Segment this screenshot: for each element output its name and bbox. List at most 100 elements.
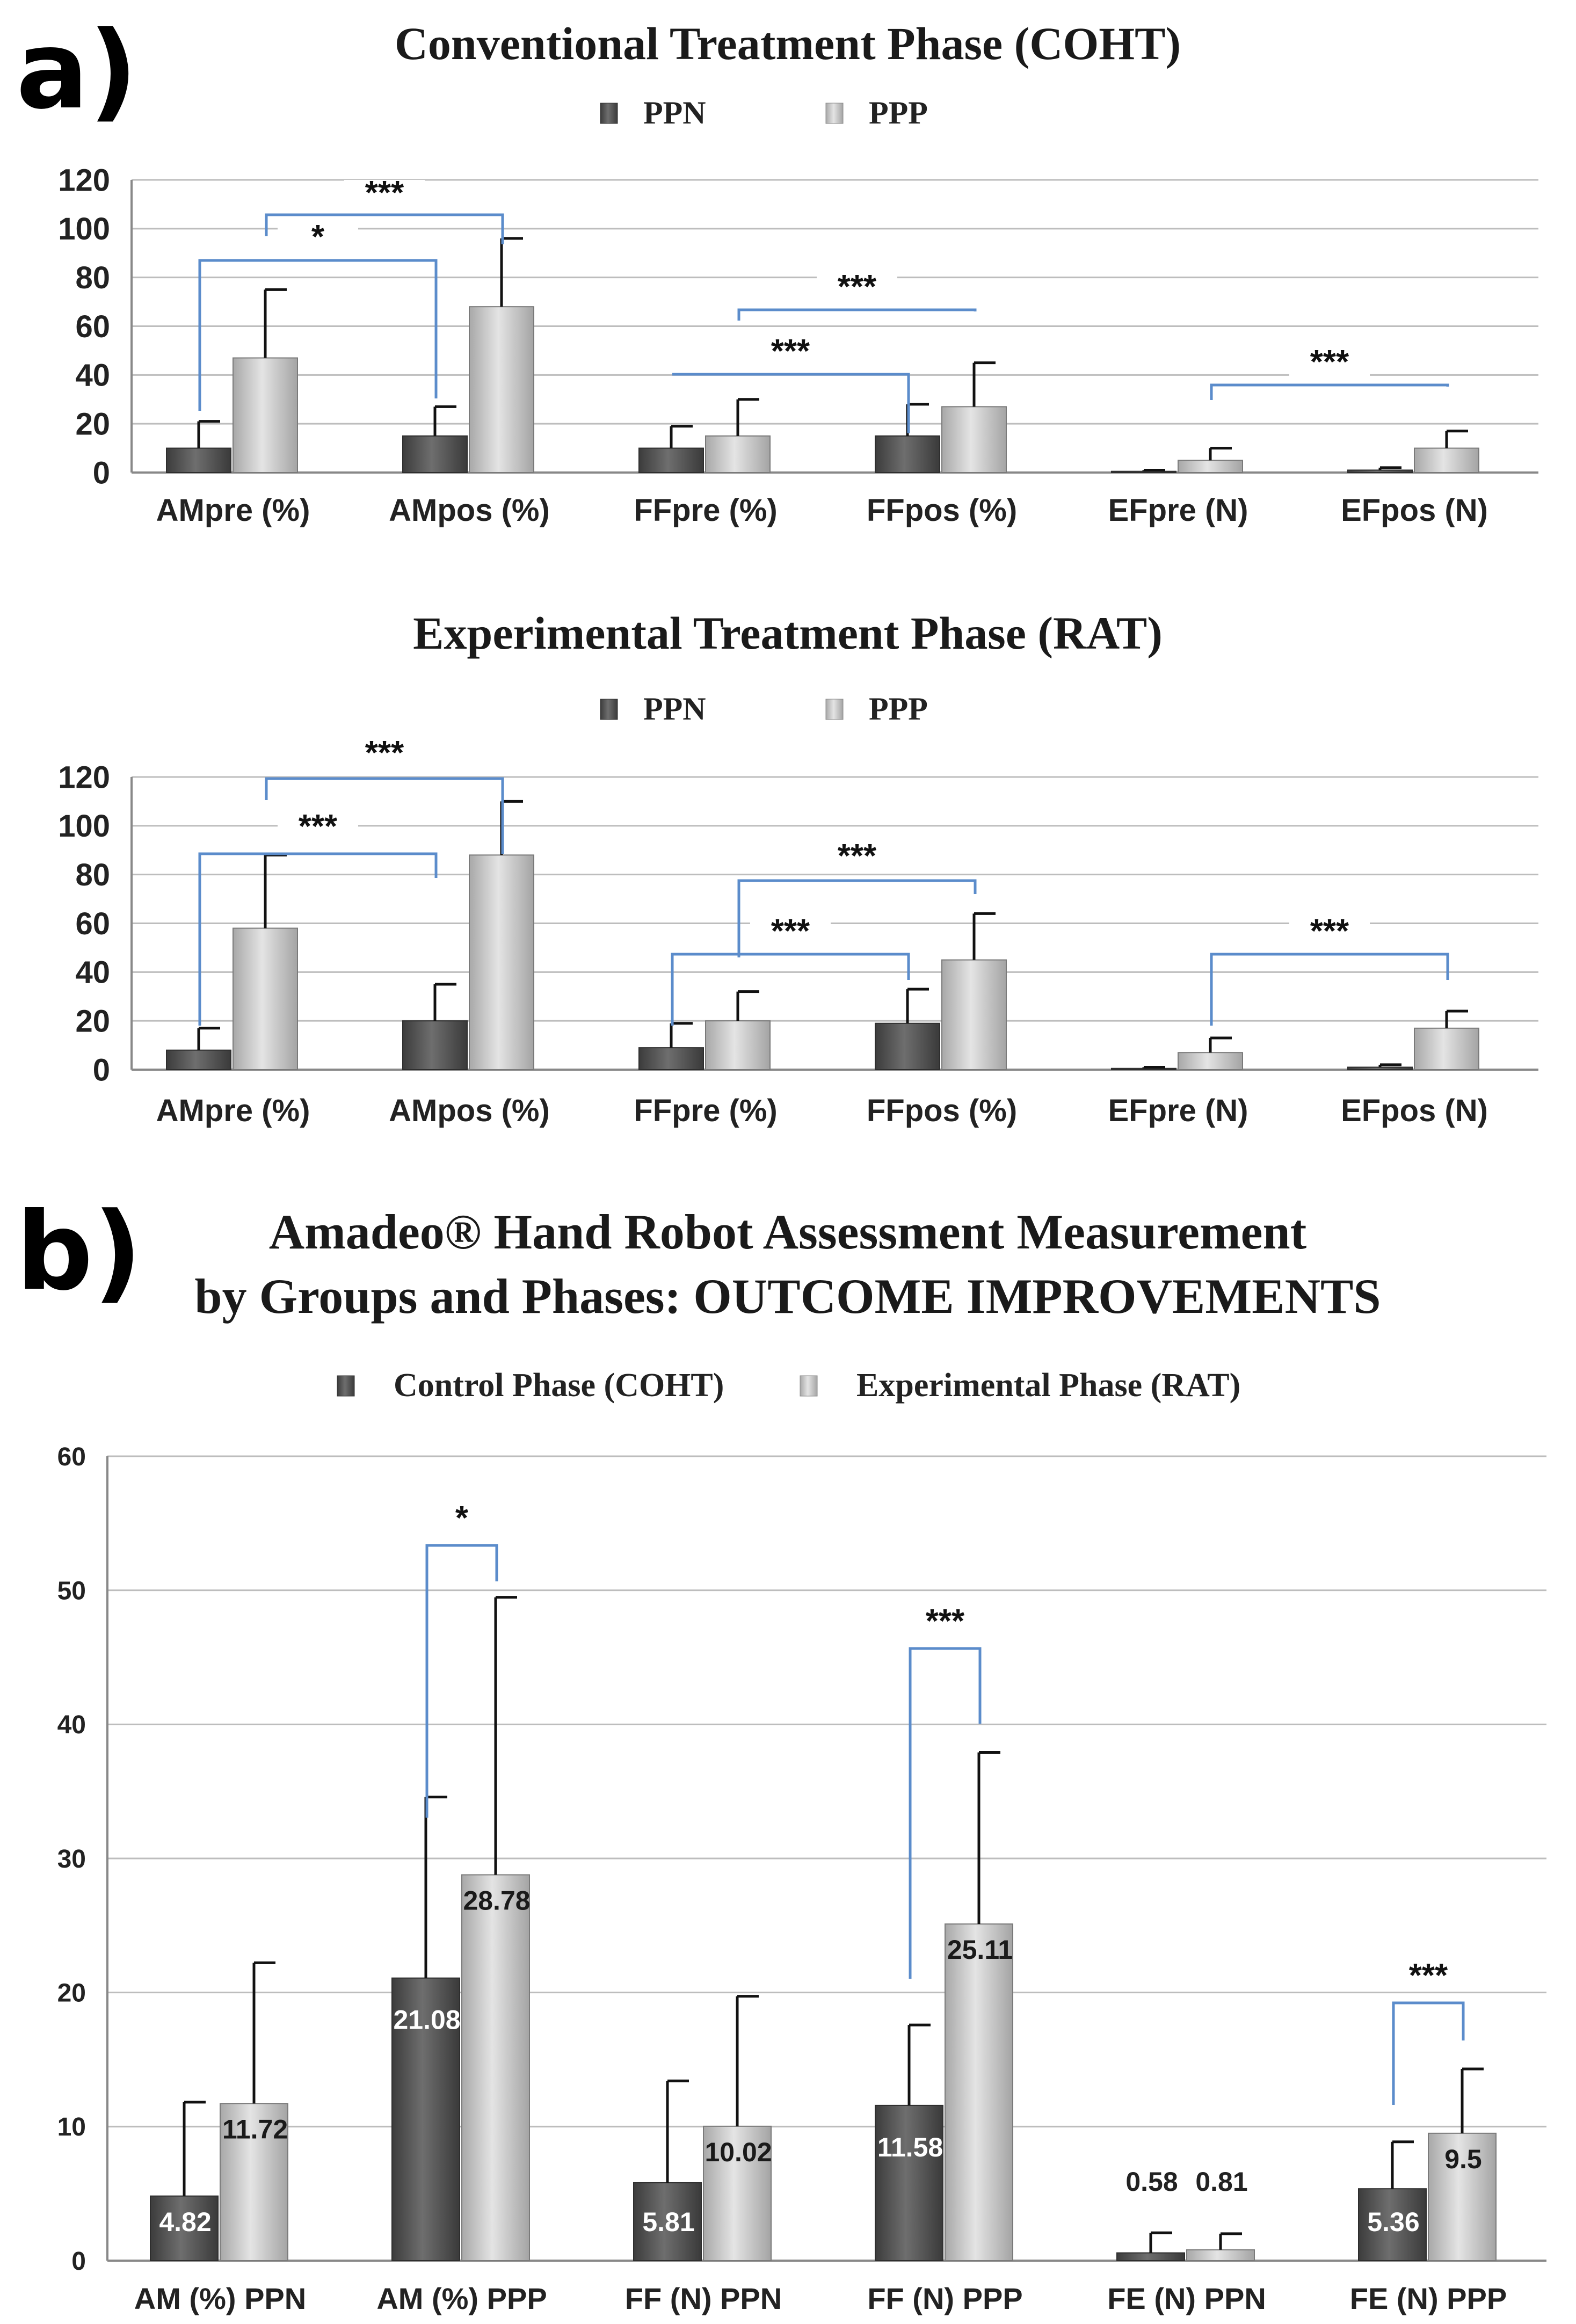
data-label: 5.81	[642, 2207, 694, 2237]
x-category-label: FE (N) PPN	[1107, 2282, 1266, 2315]
bar-series2	[1178, 1052, 1243, 1071]
chart-title: Amadeo® Hand Robot Assessment Measuremen…	[269, 1204, 1307, 1259]
y-tick-label: 0	[93, 1052, 110, 1087]
x-category-label: AM (%) PPN	[134, 2282, 306, 2315]
x-category-label: FFpos (%)	[867, 1093, 1017, 1128]
significance-label-bg	[1289, 349, 1370, 379]
legend-label: Control Phase (COHT)	[394, 1367, 724, 1404]
bar-series2	[469, 854, 534, 1071]
data-label: 10.02	[705, 2137, 772, 2167]
x-category-label: AMpos (%)	[389, 1093, 550, 1128]
significance-bracket	[672, 373, 910, 433]
y-tick-label: 0	[71, 2247, 86, 2276]
significance-bracket	[909, 1647, 982, 1979]
chart-title: Conventional Treatment Phase (COHT)	[395, 18, 1181, 69]
significance-label-bg	[1289, 918, 1370, 948]
x-category-label: AMpre (%)	[156, 1093, 310, 1128]
x-category-label: EFpos (N)	[1341, 1093, 1488, 1128]
bar-series1	[166, 447, 231, 473]
bar-series2	[1428, 2132, 1497, 2261]
significance-label-bg	[344, 180, 425, 209]
panel-a-label: a)	[16, 8, 137, 133]
bar-series1	[1111, 1067, 1176, 1070]
chart-coht: Conventional Treatment Phase (COHT) PPN PP…	[58, 18, 1538, 528]
x-category-label: EFpre (N)	[1108, 1093, 1248, 1128]
significance-label: ***	[838, 838, 877, 875]
panel-b-label: b)	[16, 1189, 142, 1314]
data-label: 9.5	[1444, 2144, 1482, 2174]
bar-series2	[1178, 460, 1243, 474]
bar-series2	[469, 306, 534, 474]
bar-series2	[1186, 2249, 1255, 2261]
legend-label: Experimental Phase (RAT)	[856, 1367, 1240, 1404]
bar-series1	[638, 1047, 704, 1070]
bar-series2	[705, 435, 771, 473]
y-tick-label: 120	[58, 163, 110, 198]
data-label: 4.82	[159, 2207, 211, 2237]
bar-series2	[233, 357, 298, 474]
bar-series2	[941, 406, 1007, 473]
bar-series1	[166, 1049, 231, 1070]
y-tick-label: 120	[58, 760, 110, 795]
legend-swatch-light	[800, 1375, 818, 1397]
bar-series1	[402, 435, 468, 473]
x-category-label: FFpos (%)	[867, 493, 1017, 528]
data-label: 0.81	[1195, 2167, 1247, 2197]
y-tick-label: 100	[58, 212, 110, 246]
y-tick-label: 100	[58, 809, 110, 844]
bar-series1	[402, 1020, 468, 1070]
chart-title: Experimental Treatment Phase (RAT)	[413, 607, 1163, 659]
legend-label: PPN	[643, 95, 706, 130]
y-tick-label: 60	[75, 906, 110, 941]
bar-series1	[875, 2104, 943, 2261]
significance-bracket	[1210, 953, 1449, 1026]
x-category-label: FFpre (%)	[634, 493, 777, 528]
significance-label-bg	[817, 274, 897, 303]
significance-label: *	[455, 1500, 469, 1537]
x-category-label: FF (N) PPN	[625, 2282, 782, 2315]
legend-label: PPP	[869, 95, 928, 130]
significance-bracket	[265, 777, 504, 854]
bar-series2	[220, 2103, 288, 2261]
significance-label: ***	[771, 913, 810, 950]
significance-label-bg	[750, 918, 831, 948]
legend-swatch-dark	[600, 103, 618, 124]
x-category-label: EFpre (N)	[1108, 493, 1248, 528]
significance-label: ***	[1310, 344, 1349, 381]
x-category-label: AMpre (%)	[156, 493, 310, 528]
legend-swatch-dark	[337, 1375, 355, 1397]
significance-label: ***	[1409, 1957, 1448, 1994]
data-label: 11.58	[877, 2132, 943, 2162]
chart-subtitle: by Groups and Phases: OUTCOME IMPROVEMEN…	[194, 1269, 1381, 1324]
bar-series2	[1414, 447, 1479, 473]
bar-series2	[233, 927, 298, 1071]
bar-series1	[638, 447, 704, 473]
significance-label-bg	[278, 224, 358, 253]
legend-swatch-light	[825, 103, 844, 124]
bar-series1	[1347, 1066, 1413, 1071]
data-label: 0.58	[1125, 2167, 1178, 2197]
x-category-label: FE (N) PPP	[1350, 2282, 1507, 2315]
significance-label: ***	[1310, 913, 1349, 950]
chart-rat: Experimental Treatment Phase (RAT) PPN PPP…	[58, 607, 1538, 1128]
legend-label: PPN	[643, 691, 706, 727]
bar-series1	[1347, 469, 1413, 473]
bar-series1	[1116, 2252, 1185, 2262]
significance-label-bg	[750, 338, 831, 368]
significance-label: ***	[926, 1603, 965, 1640]
data-label: 28.78	[463, 1885, 530, 1915]
significance-bracket	[425, 1544, 498, 1818]
significance-bracket	[737, 308, 977, 321]
significance-label: ***	[838, 268, 877, 306]
significance-label-bg	[344, 740, 425, 769]
y-tick-label: 60	[75, 309, 110, 344]
y-tick-label: 20	[75, 1004, 110, 1038]
bar-series2	[705, 1020, 771, 1070]
x-category-label: EFpos (N)	[1341, 493, 1488, 528]
y-tick-label: 40	[75, 358, 110, 393]
y-tick-label: 40	[57, 1711, 86, 1739]
bar-series1	[391, 1977, 460, 2261]
bar-series2	[1414, 1027, 1479, 1070]
significance-label: *	[311, 219, 325, 256]
